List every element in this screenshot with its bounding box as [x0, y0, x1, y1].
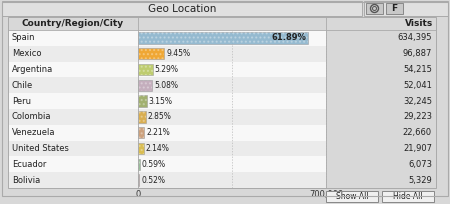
Bar	[326, 156, 436, 172]
Bar	[138, 159, 140, 170]
Text: 22,660: 22,660	[403, 128, 432, 137]
Text: Chile: Chile	[12, 81, 33, 90]
Text: 52,041: 52,041	[403, 81, 432, 90]
Bar	[138, 111, 146, 123]
Bar	[326, 191, 378, 202]
Bar	[138, 127, 144, 138]
Bar	[8, 17, 436, 188]
Bar	[138, 127, 144, 138]
Text: Ecuador: Ecuador	[12, 160, 46, 169]
Bar	[138, 77, 326, 93]
Bar	[138, 30, 326, 46]
Text: 6,073: 6,073	[408, 160, 432, 169]
Bar	[326, 17, 436, 30]
Bar	[138, 32, 308, 44]
Text: 54,215: 54,215	[403, 65, 432, 74]
Text: Mexico: Mexico	[12, 49, 41, 58]
Text: Venezuela: Venezuela	[12, 128, 55, 137]
Text: Bolivia: Bolivia	[12, 176, 40, 185]
Text: 9.45%: 9.45%	[166, 49, 190, 58]
Bar	[138, 174, 140, 186]
Bar	[138, 32, 308, 44]
Bar	[8, 46, 138, 62]
Text: 0.59%: 0.59%	[142, 160, 166, 169]
Text: Show All: Show All	[336, 192, 368, 201]
Text: United States: United States	[12, 144, 69, 153]
Bar	[138, 143, 144, 154]
Bar	[138, 141, 326, 156]
Bar	[138, 64, 153, 75]
Bar	[326, 141, 436, 156]
Bar	[138, 62, 326, 77]
Text: 61.89%: 61.89%	[271, 33, 306, 42]
Text: Colombia: Colombia	[12, 112, 51, 121]
Text: 0: 0	[135, 190, 140, 199]
Text: 32,245: 32,245	[403, 97, 432, 106]
Text: 634,395: 634,395	[397, 33, 432, 42]
Bar	[326, 46, 436, 62]
Bar	[382, 191, 434, 202]
Bar	[138, 174, 140, 186]
Text: 21,907: 21,907	[403, 144, 432, 153]
Bar	[366, 3, 383, 14]
Bar	[8, 125, 138, 141]
Text: 5,329: 5,329	[408, 176, 432, 185]
Bar	[138, 156, 326, 172]
Bar	[8, 93, 138, 109]
Bar	[138, 93, 326, 109]
Bar	[386, 3, 403, 14]
Text: 0.52%: 0.52%	[141, 176, 166, 185]
Bar	[138, 95, 147, 107]
Bar	[326, 93, 436, 109]
Text: 96,887: 96,887	[403, 49, 432, 58]
Bar	[138, 46, 326, 62]
Text: F: F	[392, 4, 397, 13]
Bar	[138, 172, 326, 188]
Bar	[138, 109, 326, 125]
Bar	[138, 143, 144, 154]
Bar	[364, 1, 448, 16]
Bar	[8, 77, 138, 93]
Text: 2.85%: 2.85%	[148, 112, 172, 121]
Bar	[8, 62, 138, 77]
Text: 29,223: 29,223	[403, 112, 432, 121]
Bar	[138, 159, 140, 170]
Bar	[8, 109, 138, 125]
Bar	[138, 80, 152, 91]
Bar	[138, 111, 146, 123]
Bar	[326, 109, 436, 125]
Text: Peru: Peru	[12, 97, 31, 106]
Bar	[138, 125, 326, 141]
Bar	[8, 172, 138, 188]
Text: Country/Region/City: Country/Region/City	[22, 19, 124, 28]
Bar	[326, 172, 436, 188]
Text: 2.14%: 2.14%	[146, 144, 170, 153]
Bar	[138, 48, 164, 59]
Bar	[8, 30, 138, 46]
Text: Hide All: Hide All	[393, 192, 423, 201]
Bar	[138, 48, 164, 59]
Text: Geo Location: Geo Location	[148, 3, 216, 13]
Bar	[2, 1, 362, 16]
Text: 700,000: 700,000	[309, 190, 343, 199]
Bar	[138, 80, 152, 91]
Text: 5.29%: 5.29%	[154, 65, 179, 74]
Text: Argentina: Argentina	[12, 65, 53, 74]
Text: Spain: Spain	[12, 33, 36, 42]
Bar	[8, 156, 138, 172]
Text: Visits: Visits	[405, 19, 433, 28]
Bar	[8, 17, 326, 30]
Bar	[138, 95, 147, 107]
Bar	[326, 125, 436, 141]
Text: 3.15%: 3.15%	[148, 97, 173, 106]
Bar	[138, 64, 153, 75]
Text: 2.21%: 2.21%	[146, 128, 170, 137]
Bar	[326, 30, 436, 46]
Bar	[8, 141, 138, 156]
Bar	[326, 77, 436, 93]
Bar	[326, 62, 436, 77]
Text: 5.08%: 5.08%	[154, 81, 178, 90]
